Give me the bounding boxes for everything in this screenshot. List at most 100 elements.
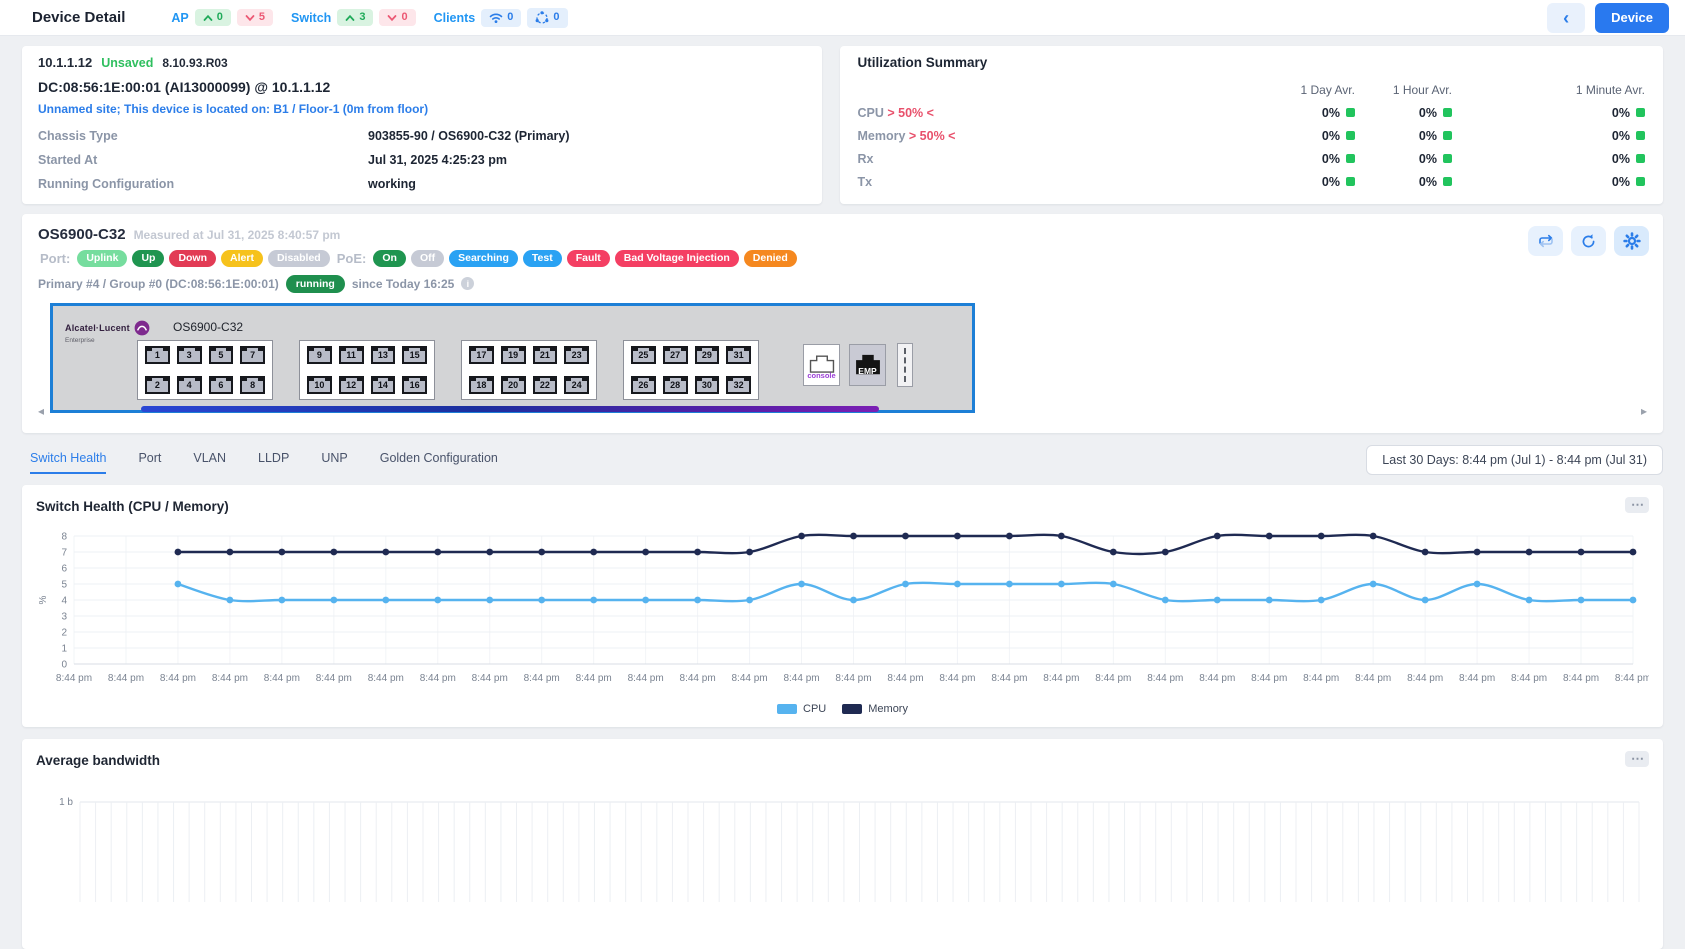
port-8[interactable]: 8: [240, 376, 265, 394]
port-5[interactable]: 5: [209, 346, 234, 364]
port-14[interactable]: 14: [371, 376, 396, 394]
status-ok-square: [1636, 154, 1645, 163]
port-18[interactable]: 18: [469, 376, 494, 394]
clients-wifi-pill[interactable]: 0: [481, 9, 521, 27]
port-4[interactable]: 4: [177, 376, 202, 394]
port-29[interactable]: 29: [695, 346, 720, 364]
port-26[interactable]: 26: [631, 376, 656, 394]
svg-text:8:44 pm: 8:44 pm: [1355, 673, 1391, 684]
port-23[interactable]: 23: [564, 346, 589, 364]
chart-title: Average bandwidth: [36, 753, 1649, 768]
value-text: 0%: [1612, 106, 1630, 120]
emp-port[interactable]: EMP: [849, 344, 886, 386]
carousel-left-icon[interactable]: ◂: [38, 405, 44, 417]
switch-front-panel[interactable]: Alcatel·Lucent Enterprise OS6900-C32 135…: [50, 303, 975, 413]
port-9[interactable]: 9: [307, 346, 332, 364]
tab-unp[interactable]: UNP: [321, 446, 347, 474]
summary-row: 10.1.1.12 Unsaved 8.10.93.R03 DC:08:56:1…: [22, 46, 1663, 204]
console-port[interactable]: console: [803, 344, 840, 386]
utilization-value: 0%: [1235, 175, 1355, 189]
ap-down-count: 5: [259, 12, 265, 23]
mesh-icon: [535, 11, 549, 25]
utilization-value: 0%: [1355, 129, 1452, 143]
legend-swatch: [777, 704, 797, 714]
port-30[interactable]: 30: [695, 376, 720, 394]
legend-item-memory[interactable]: Memory: [842, 703, 908, 715]
status-ok-square: [1443, 108, 1452, 117]
svg-text:8:44 pm: 8:44 pm: [316, 673, 352, 684]
settings-button[interactable]: [1614, 226, 1649, 256]
clients-mesh-pill[interactable]: 0: [527, 8, 567, 28]
ap-up-count: 0: [217, 12, 223, 23]
svg-text:8:44 pm: 8:44 pm: [368, 673, 404, 684]
poe-status-badge: Test: [523, 250, 562, 267]
port-1[interactable]: 1: [145, 346, 170, 364]
date-range-selector[interactable]: Last 30 Days: 8:44 pm (Jul 1) - 8:44 pm …: [1366, 445, 1663, 475]
ap-down-pill[interactable]: 5: [237, 9, 273, 26]
port-32[interactable]: 32: [726, 376, 751, 394]
port-11[interactable]: 11: [339, 346, 364, 364]
ap-up-pill[interactable]: 0: [195, 9, 231, 26]
port-2[interactable]: 2: [145, 376, 170, 394]
back-button[interactable]: ‹: [1547, 3, 1585, 33]
port-15[interactable]: 15: [402, 346, 427, 364]
utilization-value: 0%: [1355, 152, 1452, 166]
port-27[interactable]: 27: [663, 346, 688, 364]
legend-badges-row: Port: UplinkUpDownAlertDisabled PoE: OnO…: [38, 250, 1647, 267]
port-6[interactable]: 6: [209, 376, 234, 394]
port-20[interactable]: 20: [501, 376, 526, 394]
port-24[interactable]: 24: [564, 376, 589, 394]
usb-port[interactable]: [897, 343, 913, 387]
ellipsis-icon[interactable]: ⋯: [1625, 497, 1649, 513]
port-7[interactable]: 7: [240, 346, 265, 364]
utilization-value: 0%: [1452, 152, 1645, 166]
refresh-button[interactable]: [1571, 226, 1606, 256]
utilization-row: Tx 0%0%0%: [858, 170, 1645, 193]
switch-down-pill[interactable]: 0: [379, 9, 415, 26]
device-button[interactable]: Device: [1595, 3, 1669, 33]
port-12[interactable]: 12: [339, 376, 364, 394]
port-legend-label: Port:: [40, 251, 70, 266]
utilization-value: 0%: [1452, 175, 1645, 189]
utilization-row-label: Rx: [858, 152, 1235, 166]
info-icon[interactable]: i: [461, 277, 474, 290]
tab-lldp[interactable]: LLDP: [258, 446, 289, 474]
port-28[interactable]: 28: [663, 376, 688, 394]
tab-port[interactable]: Port: [138, 446, 161, 474]
main-content: 10.1.1.12 Unsaved 8.10.93.R03 DC:08:56:1…: [0, 36, 1685, 949]
port-10[interactable]: 10: [307, 376, 332, 394]
tab-switch-health[interactable]: Switch Health: [30, 446, 106, 474]
port-17[interactable]: 17: [469, 346, 494, 364]
device-location-link[interactable]: Unnamed site; This device is located on:…: [38, 102, 806, 116]
poe-status-badge: Searching: [449, 250, 518, 267]
value-text: 0%: [1612, 152, 1630, 166]
port-13[interactable]: 13: [371, 346, 396, 364]
tab-vlan[interactable]: VLAN: [193, 446, 226, 474]
panel-accent-bar: [141, 406, 879, 412]
switch-model-title: OS6900-C32: [38, 226, 126, 243]
svg-text:8:44 pm: 8:44 pm: [576, 673, 612, 684]
carousel-right-icon[interactable]: ▸: [1641, 405, 1647, 417]
switch-up-pill[interactable]: 3: [337, 9, 373, 26]
back-chevron-icon: ‹: [1563, 8, 1569, 28]
port-3[interactable]: 3: [177, 346, 202, 364]
port-19[interactable]: 19: [501, 346, 526, 364]
utilization-row-label: CPU > 50% <: [858, 106, 1235, 120]
chart-title: Switch Health (CPU / Memory): [36, 499, 1649, 514]
alcatel-logo-icon: [134, 320, 150, 336]
svg-text:2: 2: [61, 627, 67, 638]
line-chart: 0123456788:44 pm8:44 pm8:44 pm8:44 pm8:4…: [36, 528, 1649, 696]
port-22[interactable]: 22: [533, 376, 558, 394]
legend-item-cpu[interactable]: CPU: [777, 703, 826, 715]
swap-view-button[interactable]: [1528, 226, 1563, 256]
port-31[interactable]: 31: [726, 346, 751, 364]
utilization-value: 0%: [1235, 106, 1355, 120]
legend-label: CPU: [803, 703, 826, 715]
utilization-row: Rx 0%0%0%: [858, 147, 1645, 170]
port-25[interactable]: 25: [631, 346, 656, 364]
port-16[interactable]: 16: [402, 376, 427, 394]
status-ok-square: [1636, 131, 1645, 140]
poe-legend-label: PoE:: [337, 251, 367, 266]
port-21[interactable]: 21: [533, 346, 558, 364]
tab-golden-configuration[interactable]: Golden Configuration: [380, 446, 498, 474]
